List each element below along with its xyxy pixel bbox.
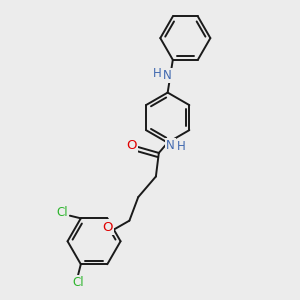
Text: Cl: Cl <box>56 206 68 219</box>
Text: H: H <box>153 67 161 80</box>
Text: H: H <box>177 140 186 153</box>
Text: O: O <box>102 220 112 234</box>
Text: N: N <box>166 139 175 152</box>
Text: N: N <box>163 69 172 82</box>
Text: O: O <box>127 139 137 152</box>
Text: Cl: Cl <box>72 276 84 289</box>
